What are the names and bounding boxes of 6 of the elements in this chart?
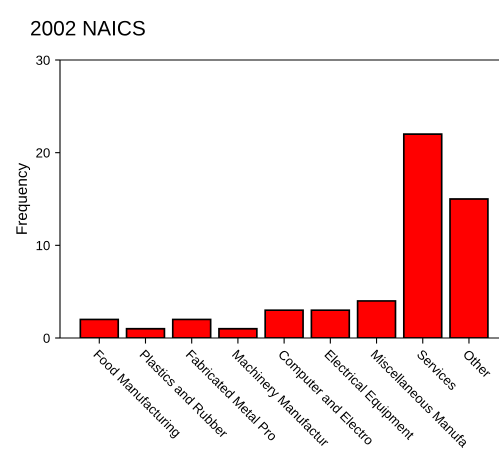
y-tick-label: 10 [36,240,50,250]
y-tick-label: 0 [43,334,50,343]
y-tick-label: 20 [36,148,50,158]
chart-title: 2002 NAICS [31,20,145,36]
y-tick-label: 30 [36,56,50,65]
y-axis-title: Frequency [16,162,30,234]
